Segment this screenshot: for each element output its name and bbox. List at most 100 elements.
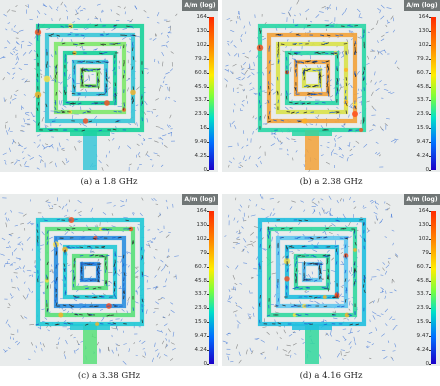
tick-mark [429,142,431,143]
tick-label: 0 [403,167,429,172]
tick-label: 0 [181,167,207,172]
tick-mark [207,239,209,240]
tick-mark [207,128,209,129]
tick-label: 60.7 [181,264,207,270]
tick-label: 79 [181,250,207,256]
tick-mark [207,294,209,295]
tick-label: 102 [181,42,207,48]
tick-label: 45.8 [403,84,429,90]
tick-label: 23.9 [403,111,429,117]
tick-label: 33.7 [181,291,207,297]
tick-label: 4.25 [181,153,207,159]
tick-label: 9.47 [403,139,429,145]
tick-mark [429,322,431,323]
tick-mark [429,336,431,337]
tick-mark [429,73,431,74]
spiral-trace [304,70,320,86]
tick-label: 15.9 [403,125,429,131]
tick-mark [429,267,431,268]
tick-label: 9.47 [181,333,207,339]
legend-title: A/m (log) [404,0,440,11]
tick-mark [207,31,209,32]
feed-junction [70,130,110,136]
tick-mark [207,100,209,101]
current-hotspot [293,313,297,317]
tick-label: 15.9 [403,319,429,325]
feed-junction [70,324,110,330]
tick-mark [207,142,209,143]
tick-label: 130 [181,28,207,34]
tick-mark [207,225,209,226]
tick-mark [207,350,209,351]
tick-mark [429,281,431,282]
tick-label: 60.8 [181,70,207,76]
tick-label: 79.2 [181,56,207,62]
tick-label: 164 [181,208,207,214]
tick-label: 79.2 [403,56,429,62]
tick-mark [207,336,209,337]
color-scale [209,17,214,170]
tick-label: 16 [181,125,207,131]
current-hotspot [95,322,99,326]
spiral-trace [296,62,328,94]
current-hotspot [83,118,88,123]
tick-mark [429,156,431,157]
spiral-trace [82,70,98,86]
spiral-trace [269,35,355,121]
tick-mark [429,211,431,212]
tick-label: 79 [403,250,429,256]
tick-mark [207,364,209,365]
tick-mark [429,170,431,171]
spiral-trace [47,229,133,315]
current-hotspot [284,276,289,281]
tick-mark [207,281,209,282]
tick-mark [429,87,431,88]
tick-mark [207,59,209,60]
legend-title: A/m (log) [182,0,218,11]
feed-junction [292,130,332,136]
tick-mark [429,225,431,226]
tick-label: 60.7 [403,264,429,270]
tick-label: 0 [403,361,429,366]
tick-label: 60.7 [403,70,429,76]
tick-mark [429,45,431,46]
tick-mark [207,308,209,309]
tick-mark [429,59,431,60]
tick-label: 45.8 [403,278,429,284]
tick-label: 102 [403,42,429,48]
tick-label: 45.8 [181,278,207,284]
tick-mark [207,87,209,88]
spiral-trace [38,26,142,130]
tick-mark [429,294,431,295]
tick-mark [207,114,209,115]
tick-mark [207,267,209,268]
current-hotspot [344,68,348,72]
tick-mark [429,253,431,254]
color-scale [431,211,436,364]
current-hotspot [44,76,51,83]
caption: (b) a 2.38 GHz [222,174,440,190]
caption: (d) a 4.16 GHz [222,368,440,384]
current-hotspot [323,295,327,299]
tick-mark [207,45,209,46]
tick-mark [207,211,209,212]
current-hotspot [359,128,363,132]
caption: (c) a 3.38 GHz [0,368,218,384]
current-hotspot [104,100,110,106]
tick-mark [207,17,209,18]
spiral-trace [74,256,106,288]
tick-mark [429,100,431,101]
tick-label: 23.9 [403,305,429,311]
tick-label: 4.24 [181,347,207,353]
tick-label: 9.49 [181,139,207,145]
current-hotspot [302,118,307,123]
